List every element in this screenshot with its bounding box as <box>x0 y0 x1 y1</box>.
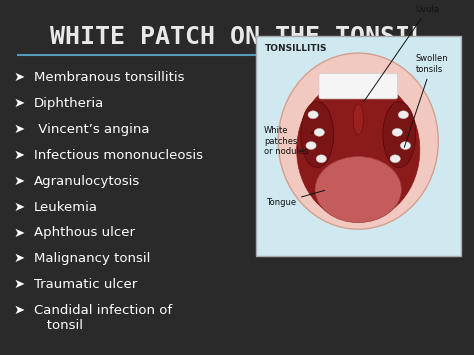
Ellipse shape <box>297 78 420 222</box>
Circle shape <box>398 111 409 119</box>
Text: WHITE PATCH ON THE TONSIL: WHITE PATCH ON THE TONSIL <box>49 25 425 49</box>
Text: Agranulocytosis: Agranulocytosis <box>34 175 140 188</box>
Text: Uvula: Uvula <box>364 5 440 102</box>
Text: TONSILLITIS: TONSILLITIS <box>265 44 328 53</box>
Circle shape <box>401 142 410 149</box>
Text: White
patches
or nodules: White patches or nodules <box>264 126 313 156</box>
FancyBboxPatch shape <box>255 36 461 256</box>
Text: Membranous tonsillitis: Membranous tonsillitis <box>34 71 185 84</box>
Text: ➤: ➤ <box>13 278 24 291</box>
Ellipse shape <box>278 53 438 229</box>
Ellipse shape <box>315 157 401 223</box>
Circle shape <box>392 129 402 136</box>
Text: Swollen
tonsils: Swollen tonsils <box>404 54 448 147</box>
Text: ➤: ➤ <box>13 226 24 240</box>
Text: ➤: ➤ <box>13 304 24 317</box>
Text: ➤: ➤ <box>13 149 24 162</box>
Text: Candidal infection of
   tonsil: Candidal infection of tonsil <box>34 304 172 332</box>
Text: Diphtheria: Diphtheria <box>34 97 104 110</box>
Ellipse shape <box>383 102 416 168</box>
Text: Leukemia: Leukemia <box>34 201 98 214</box>
Ellipse shape <box>353 104 364 135</box>
Text: ➤: ➤ <box>13 71 24 84</box>
Circle shape <box>308 111 318 119</box>
Text: Traumatic ulcer: Traumatic ulcer <box>34 278 137 291</box>
Ellipse shape <box>301 102 334 168</box>
Text: ➤: ➤ <box>13 252 24 266</box>
Text: ➤: ➤ <box>13 201 24 214</box>
Text: Malignancy tonsil: Malignancy tonsil <box>34 252 151 266</box>
Text: ➤: ➤ <box>13 175 24 188</box>
Text: ➤: ➤ <box>13 97 24 110</box>
Circle shape <box>316 155 327 163</box>
Text: Infectious mononucleosis: Infectious mononucleosis <box>34 149 203 162</box>
Circle shape <box>306 142 316 149</box>
Circle shape <box>390 155 401 163</box>
Text: Vincent’s angina: Vincent’s angina <box>34 123 150 136</box>
Text: Tongue: Tongue <box>266 190 325 207</box>
Text: ➤: ➤ <box>13 123 24 136</box>
Text: Aphthous ulcer: Aphthous ulcer <box>34 226 135 240</box>
FancyBboxPatch shape <box>319 73 398 99</box>
Circle shape <box>314 129 324 136</box>
